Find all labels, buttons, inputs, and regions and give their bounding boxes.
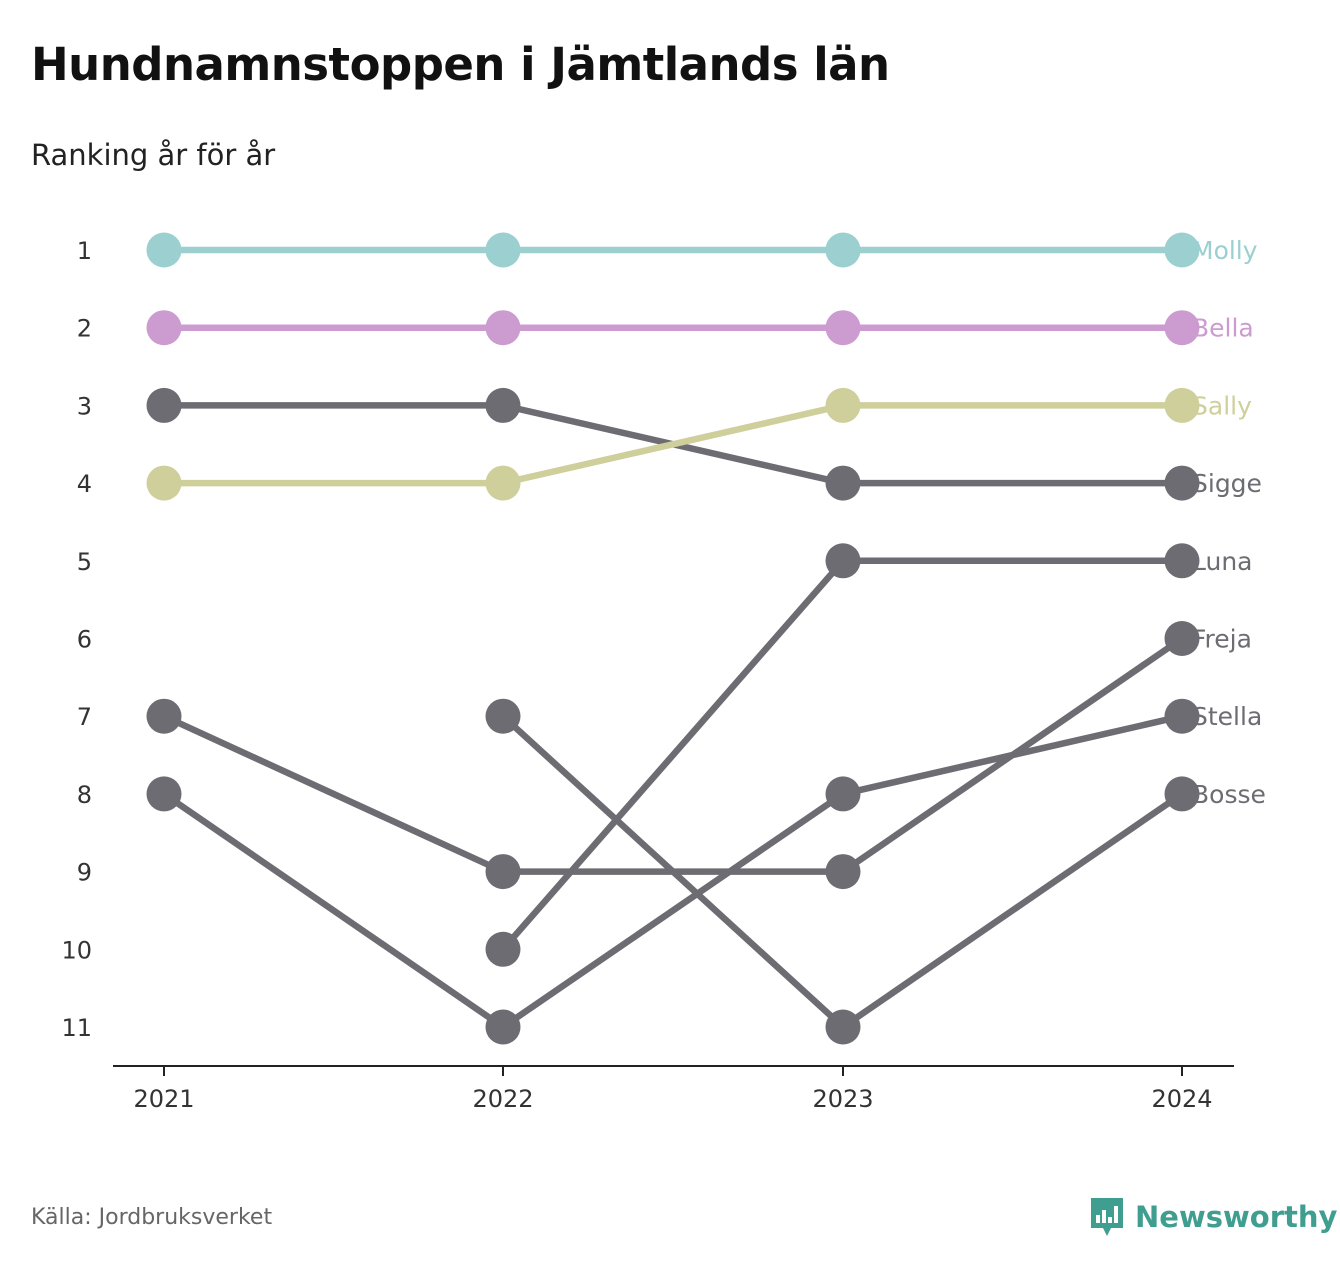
end-label-freja: Freja bbox=[1192, 625, 1252, 654]
y-tick-label-4: 4 bbox=[77, 470, 92, 498]
point-luna-2023 bbox=[825, 543, 861, 579]
point-sigge-2024 bbox=[1164, 465, 1200, 501]
point-molly-2023 bbox=[825, 232, 861, 268]
y-tick-label-8: 8 bbox=[77, 781, 92, 809]
point-bella-2022 bbox=[485, 310, 521, 346]
point-bella-2023 bbox=[825, 310, 861, 346]
y-tick-label-11: 11 bbox=[61, 1014, 92, 1042]
end-label-bosse: Bosse bbox=[1192, 780, 1266, 809]
point-stella-2024 bbox=[1164, 698, 1200, 734]
point-freja-2023 bbox=[825, 854, 861, 890]
end-label-molly: Molly bbox=[1192, 236, 1258, 265]
y-tick-label-6: 6 bbox=[77, 626, 92, 654]
point-luna-2024 bbox=[1164, 543, 1200, 579]
point-sally-2024 bbox=[1164, 387, 1200, 423]
end-label-stella: Stella bbox=[1192, 702, 1262, 731]
chart-subtitle: Ranking år för år bbox=[31, 138, 276, 172]
x-axis: 2021 2022 2023 2024 bbox=[113, 1065, 1234, 1113]
y-tick-label-2: 2 bbox=[77, 315, 92, 343]
point-bosse-2022 bbox=[485, 698, 521, 734]
y-tick-label-10: 10 bbox=[61, 936, 92, 964]
y-tick-label-1: 1 bbox=[77, 237, 92, 265]
point-freja-2024 bbox=[1164, 621, 1200, 656]
source-note: Källa: Jordbruksverket bbox=[31, 1205, 273, 1230]
brand-name: Newsworthy bbox=[1135, 1200, 1338, 1234]
point-stella-2023 bbox=[825, 776, 861, 812]
brand-logo[interactable]: Newsworthy bbox=[1089, 1196, 1337, 1238]
point-molly-2022 bbox=[485, 232, 521, 268]
y-tick-label-7: 7 bbox=[77, 703, 92, 731]
point-luna-2022 bbox=[485, 931, 521, 967]
point-sally-2021 bbox=[146, 465, 182, 501]
point-bosse-2023 bbox=[825, 1009, 861, 1045]
end-label-sally: Sally bbox=[1192, 391, 1252, 420]
series-line-luna bbox=[499, 557, 1186, 953]
y-tick-label-9: 9 bbox=[77, 859, 92, 887]
end-label-sigge: Sigge bbox=[1192, 469, 1262, 498]
chart-title: Hundnamnstoppen i Jämtlands län bbox=[31, 38, 890, 91]
x-tick-label-2024: 2024 bbox=[1151, 1085, 1212, 1113]
point-freja-2021 bbox=[146, 698, 182, 734]
y-tick-label-3: 3 bbox=[77, 392, 92, 420]
point-sigge-2021 bbox=[146, 387, 182, 423]
series-points bbox=[146, 232, 1200, 1045]
end-label-luna: Luna bbox=[1192, 547, 1253, 576]
end-label-bella: Bella bbox=[1192, 314, 1254, 343]
x-tick-label-2023: 2023 bbox=[812, 1085, 873, 1113]
series-line-sally bbox=[160, 402, 1186, 487]
point-sigge-2023 bbox=[825, 465, 861, 501]
chart-bubble-icon bbox=[1091, 1198, 1123, 1236]
point-sally-2023 bbox=[825, 387, 861, 423]
point-sigge-2022 bbox=[485, 387, 521, 423]
point-bella-2021 bbox=[146, 310, 182, 346]
point-bosse-2024 bbox=[1164, 776, 1200, 812]
series-end-labels: Sigge Luna Freja Stella Bosse Molly Bella Sally bbox=[1192, 236, 1266, 809]
point-molly-2024 bbox=[1164, 232, 1200, 268]
series-line-stella bbox=[160, 712, 1186, 1031]
x-tick-label-2021: 2021 bbox=[133, 1085, 194, 1113]
point-bella-2024 bbox=[1164, 310, 1200, 346]
point-sally-2022 bbox=[485, 465, 521, 501]
series-lines bbox=[160, 246, 1186, 1031]
point-stella-2021 bbox=[146, 776, 182, 812]
point-freja-2022 bbox=[485, 854, 521, 890]
y-axis-ticks: 1 2 3 4 5 6 7 8 9 10 11 bbox=[61, 237, 92, 1042]
x-tick-label-2022: 2022 bbox=[472, 1085, 533, 1113]
y-tick-label-5: 5 bbox=[77, 548, 92, 576]
point-stella-2022 bbox=[485, 1009, 521, 1045]
point-molly-2021 bbox=[146, 232, 182, 268]
